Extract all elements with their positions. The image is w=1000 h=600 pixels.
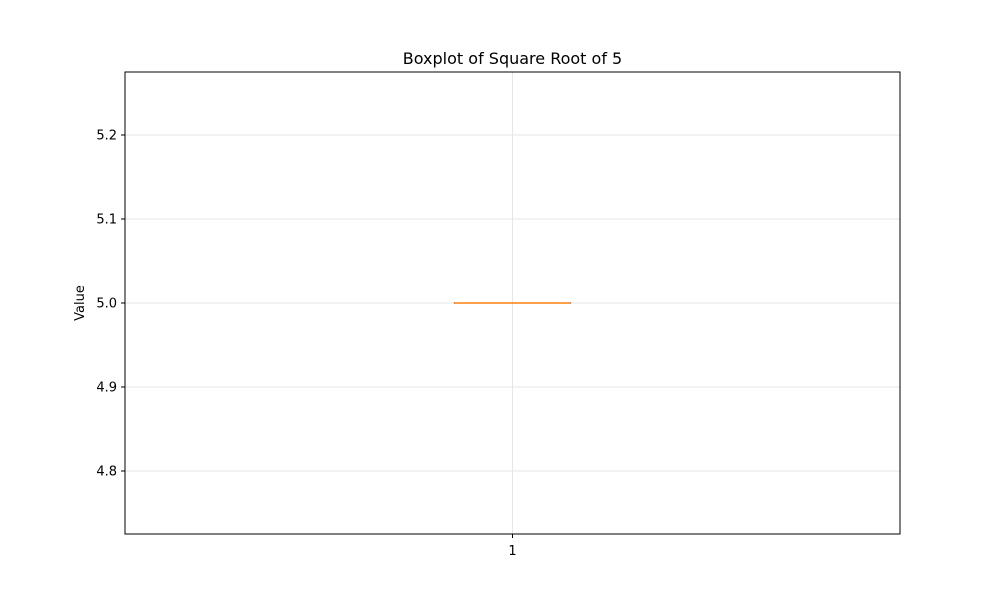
chart-title: Boxplot of Square Root of 5 [403, 49, 622, 68]
x-tick-label: 1 [508, 544, 516, 559]
y-tick-label: 5.2 [96, 129, 117, 144]
axis-ticks: 4.8 4.9 5.0 5.1 5.2 1 [96, 129, 516, 560]
y-tick-label: 4.8 [96, 465, 117, 480]
y-tick-label: 4.9 [96, 381, 117, 396]
y-tick-label: 5.0 [96, 297, 117, 312]
y-axis-label: Value [73, 285, 88, 321]
y-tick-label: 5.1 [96, 213, 117, 228]
plot-frame [124, 71, 901, 535]
